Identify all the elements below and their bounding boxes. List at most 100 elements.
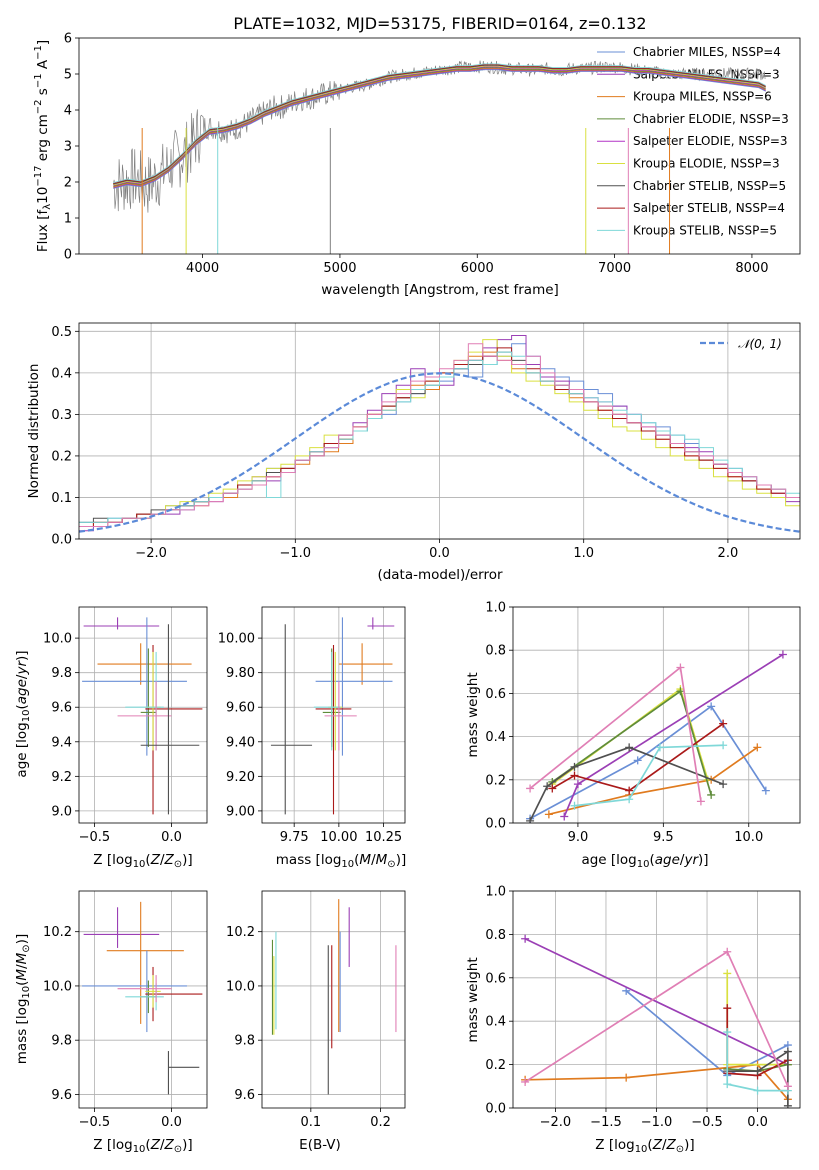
x-tick-label: 9.5 (653, 830, 674, 845)
x-tick-label: −2.0 (540, 1115, 572, 1130)
histogram-series (79, 343, 800, 523)
y-tick-label: 9.20 (226, 770, 255, 785)
weight-point-marker (707, 702, 716, 711)
normal-curve (79, 372, 800, 533)
spectrum-title: PLATE=1032, MJD=53175, FIBERID=0164, z=0… (233, 14, 646, 33)
y-tick-label: 9.40 (226, 735, 255, 750)
weight-point-marker (570, 801, 579, 810)
x-tick-label: 4000 (186, 261, 219, 276)
weight-point-marker (783, 1101, 792, 1108)
age-z-xlabel: Z [log10(Z/Z⊙)] (93, 852, 192, 870)
weight-point-marker (696, 797, 705, 806)
x-tick-label: −1.0 (280, 546, 312, 561)
y-tick-label: 0.8 (485, 928, 506, 943)
x-tick-label: 10.25 (365, 830, 402, 845)
y-tick-label: 0 (64, 248, 72, 263)
y-tick-label: 0.1 (51, 491, 72, 506)
y-tick-label: 10.2 (43, 925, 72, 940)
y-tick-label: 0.0 (485, 817, 506, 832)
weight-point-marker (707, 790, 716, 799)
weight-point-marker (719, 719, 728, 728)
x-tick-label: −1.0 (641, 1115, 673, 1130)
weight-point-marker (655, 743, 664, 752)
weight-point-marker (723, 1080, 732, 1089)
x-tick-label: −2.0 (135, 546, 167, 561)
weight-point-marker (676, 687, 685, 696)
errorbar-plot-area (271, 899, 397, 1095)
weight-point-marker (625, 786, 634, 795)
x-tick-label: 8000 (735, 261, 768, 276)
weight-series-line (727, 1050, 789, 1106)
legend-label: Kroupa STELIB, NSSP=5 (633, 223, 777, 237)
weight-point-marker (625, 743, 634, 752)
weight-point-marker (753, 743, 762, 752)
x-tick-label: 10.00 (320, 830, 357, 845)
plot-frame (78, 890, 208, 1109)
weight-point-marker (723, 1028, 732, 1037)
weight-point-marker (548, 784, 557, 793)
weight-point-marker (570, 771, 579, 780)
y-tick-label: 0.0 (51, 533, 72, 548)
y-tick-label: 0.2 (485, 773, 506, 788)
weight-point-marker (633, 756, 642, 765)
weight-z-ylabel: mass weight (465, 957, 481, 1042)
x-tick-label: −0.5 (79, 1115, 111, 1130)
y-tick-label: 0.2 (51, 449, 72, 464)
y-tick-label: 0.4 (485, 730, 506, 745)
x-tick-label: 5000 (323, 261, 356, 276)
plot-frame (261, 890, 406, 1109)
y-tick-label: 9.6 (51, 1088, 72, 1103)
histogram-xlabel: (data-model)/error (377, 567, 503, 583)
x-tick-label: 6000 (461, 261, 494, 276)
weight-point-marker (521, 934, 530, 943)
x-tick-label: 0.2 (370, 1115, 391, 1130)
plot-frame (78, 606, 208, 824)
age-mass-xlabel: mass [log10(M/M⊙)] (276, 852, 406, 870)
weight-point-marker (526, 816, 535, 823)
histogram-series (79, 343, 800, 528)
plot-frame (512, 890, 801, 1109)
spectrum-panel: PLATE=1032, MJD=53175, FIBERID=0164, z=0… (33, 14, 801, 298)
y-tick-label: 9.8 (51, 666, 72, 681)
model-spectrum-line (113, 64, 766, 184)
residual-histogram-panel: (data-model)/error Normed distribution 𝒩… (26, 322, 801, 583)
weight-point-marker (543, 782, 552, 791)
y-tick-label: 0.4 (485, 1015, 506, 1030)
mass-weight-vs-age-panel: age [log10(age/yr)] mass weight 9.0 9.5 10… (465, 601, 801, 870)
model-spectrum-line (113, 63, 766, 184)
weight-plot-area (521, 934, 792, 1108)
weight-point-marker (625, 795, 634, 804)
y-tick-label: 10.0 (43, 632, 72, 647)
weight-point-marker (723, 969, 732, 978)
model-spectrum-line (113, 69, 766, 189)
weight-point-marker (719, 741, 728, 750)
x-tick-label: −1.5 (590, 1115, 622, 1130)
weight-point-marker (719, 780, 728, 789)
model-spectrum-line (113, 67, 766, 188)
legend-label: Salpeter ELODIE, NSSP=3 (633, 134, 788, 148)
weight-plot-area (526, 650, 787, 823)
plot-frame (78, 37, 801, 255)
legend-label: Salpeter STELIB, NSSP=4 (633, 201, 785, 215)
x-tick-label: 9.75 (280, 830, 309, 845)
legend-label: Kroupa ELODIE, NSSP=3 (633, 157, 780, 171)
y-tick-label: 0.8 (485, 644, 506, 659)
y-tick-label: 9.8 (51, 1034, 72, 1049)
y-tick-label: 0.2 (485, 1058, 506, 1073)
mass-ebv-xlabel: E(B-V) (299, 1137, 341, 1153)
histogram-ylabel: Normed distribution (26, 364, 42, 499)
y-tick-label: 9.6 (234, 1088, 255, 1103)
weight-point-marker (723, 947, 732, 956)
histogram-plot-area (79, 334, 800, 533)
weight-point-marker (622, 986, 631, 995)
model-spectrum-line (113, 66, 766, 187)
y-tick-label: 1 (64, 212, 72, 227)
plot-frame (512, 606, 801, 824)
y-tick-label: 0.6 (485, 687, 506, 702)
y-tick-label: 5 (64, 68, 72, 83)
weight-z-xlabel: Z [log10(Z/Z⊙)] (595, 1137, 694, 1155)
x-tick-label: 0.0 (429, 546, 450, 561)
weight-point-marker (783, 1047, 792, 1056)
age-vs-mass-panel: mass [log10(M/M⊙)] 9.75 10.00 10.25 9.00 9.2… (218, 606, 406, 870)
